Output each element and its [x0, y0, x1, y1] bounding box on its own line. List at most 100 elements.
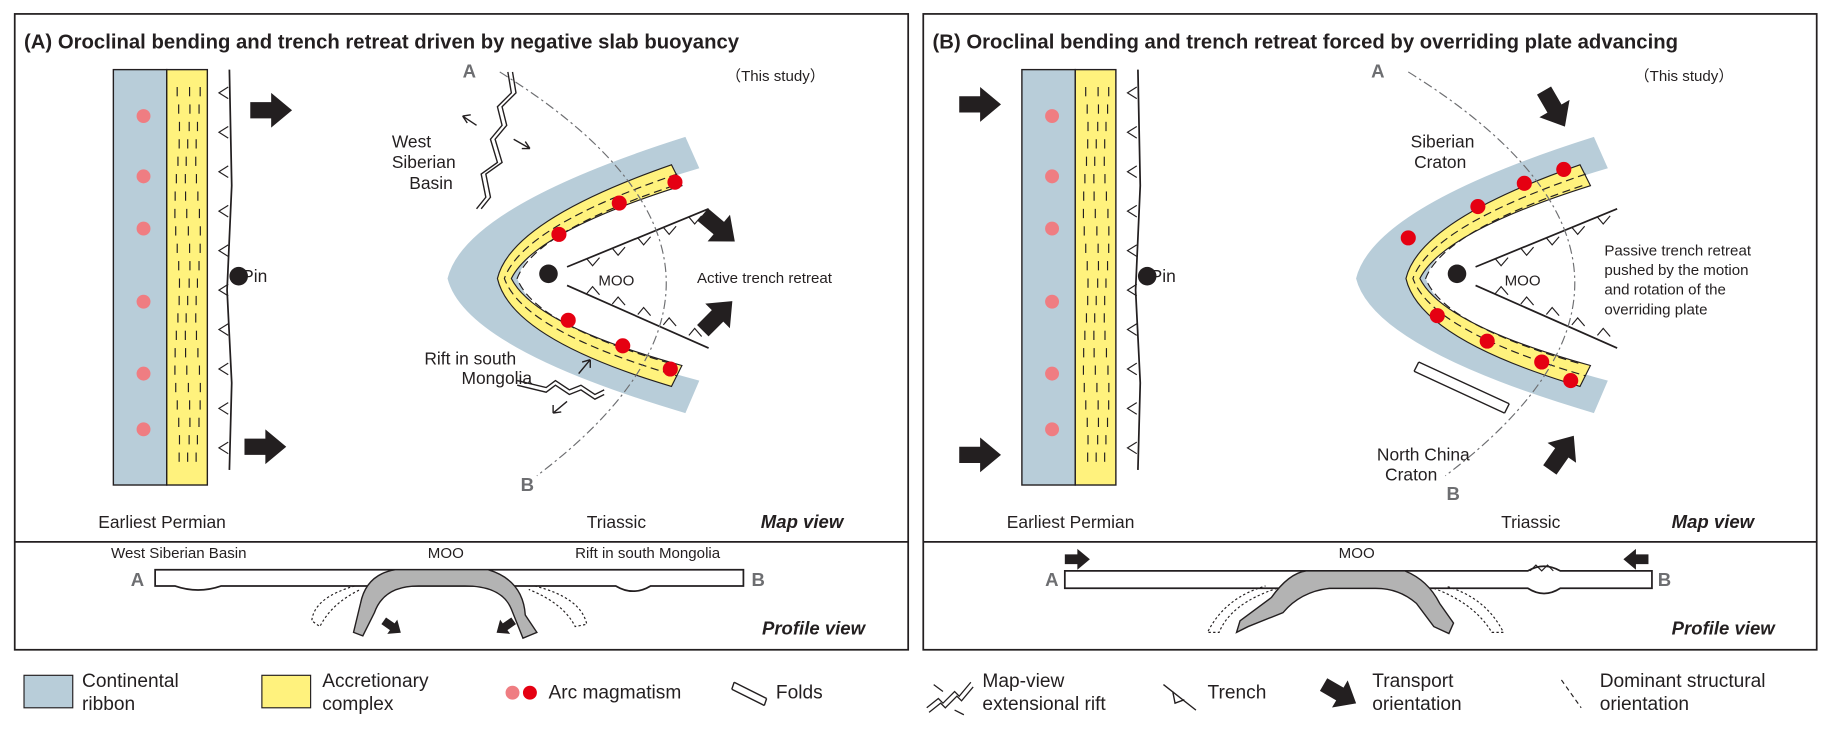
moo-label: MOO	[598, 272, 634, 289]
trench-triangle	[662, 225, 677, 236]
profile-moo-label: MOO	[1339, 545, 1375, 562]
arc-magmatism-dot	[1045, 366, 1060, 381]
arc-magmatism-dot	[136, 169, 151, 184]
profile-point-b: B	[752, 569, 765, 590]
pin-icon	[1447, 264, 1467, 284]
folds-icon	[731, 681, 768, 707]
west-siberian-basin-label-1: West	[392, 131, 431, 151]
profile-rift-label: Rift in south Mongolia	[575, 545, 721, 562]
trench-triangle	[217, 402, 229, 415]
earliest-permian-label: Earliest Permian	[1007, 512, 1135, 532]
section-point-b: B	[1447, 483, 1460, 504]
legend-label: Continental	[82, 671, 179, 692]
legend-label: Trench	[1208, 683, 1267, 704]
trench-triangle	[217, 441, 229, 455]
accretionary-complex-orocline	[496, 164, 683, 388]
trench-triangle	[217, 125, 229, 139]
profile-wsb-label: West Siberian Basin	[111, 545, 247, 562]
arc-magmatism-dot	[560, 312, 576, 328]
section-point-b: B	[521, 474, 534, 495]
pin-label: Pin	[1151, 266, 1176, 286]
pin-icon	[1137, 266, 1157, 286]
trench-triangle	[1545, 236, 1560, 246]
continental-ribbon-swatch	[23, 674, 74, 709]
arc-magmatism-dot	[1045, 294, 1060, 309]
previous-slab-outline	[1206, 585, 1505, 633]
structural-orientation-dashes	[1412, 173, 1586, 377]
map-view-label: Map view	[761, 511, 845, 532]
legend-label: Dominant structural	[1600, 671, 1766, 692]
trench-triangle	[1126, 244, 1138, 257]
trench-line	[1134, 69, 1142, 470]
trench-triangle	[217, 86, 229, 100]
moo-label: MOO	[1505, 272, 1541, 289]
trench-triangle	[1494, 257, 1509, 267]
this-study-label: （This study）	[1635, 68, 1734, 85]
siberian-craton-label-1: Siberian	[1411, 131, 1475, 151]
this-study-label: （This study）	[726, 68, 825, 85]
profile-view-label: Profile view	[762, 618, 867, 639]
triassic-label: Triassic	[587, 512, 647, 532]
accretionary-complex-orocline	[1405, 164, 1592, 388]
transport-arrow-top	[1528, 81, 1580, 136]
passive-retreat-label-4: overriding plate	[1604, 301, 1707, 318]
trench-triangle	[1545, 306, 1560, 316]
legend-label: orientation	[1372, 694, 1461, 715]
legend-label: Arc magmatism	[548, 683, 681, 704]
trench-triangle	[1494, 285, 1509, 296]
trench-triangle	[1520, 296, 1535, 306]
legend-label: Map-view	[982, 671, 1064, 692]
passive-retreat-label-1: Passive trench retreat	[1604, 242, 1751, 259]
transport-arrow-bottom	[1535, 425, 1589, 480]
west-siberian-rift-symbol	[462, 71, 531, 210]
trench-triangle	[1126, 86, 1138, 100]
trench-triangle	[586, 257, 600, 267]
trench-triangle	[688, 327, 703, 337]
arc-magmatism-dot	[667, 174, 683, 190]
plate-push-arrow-left	[1064, 548, 1090, 570]
trench-triangle	[217, 323, 229, 336]
trench-line	[226, 69, 233, 470]
trench-triangle	[611, 246, 626, 257]
pin-label: Pin	[242, 266, 267, 286]
arc-magmatism-dot	[662, 361, 678, 377]
trench-triangle	[637, 306, 652, 316]
arc-magmatism-dot	[1563, 373, 1579, 389]
arc-magmatism-dot-red	[522, 685, 537, 700]
trench-triangle	[1126, 402, 1138, 415]
arc-magmatism-dot	[1479, 333, 1495, 349]
trench-triangle	[1126, 204, 1138, 218]
cross-section-line	[499, 71, 667, 477]
west-siberian-basin-label-3: Basin	[409, 173, 453, 193]
rift-label-2: Mongolia	[461, 368, 532, 388]
trench-triangle	[637, 236, 652, 246]
trench-triangle	[217, 283, 229, 297]
trench-triangle	[217, 204, 229, 218]
orocline-b	[1356, 71, 1618, 477]
arc-magmatism-dot	[1045, 221, 1060, 236]
north-china-craton-label-1: North China	[1377, 445, 1470, 465]
transport-arrow	[244, 429, 287, 465]
arc-magmatism-dot	[1400, 230, 1416, 246]
continental-ribbon	[1021, 68, 1076, 486]
arc-magmatism-dot	[136, 294, 151, 309]
legend-label: orientation	[1600, 694, 1689, 715]
profile-section-b	[1063, 548, 1653, 635]
transport-arrow-icon	[1315, 671, 1364, 717]
trench-triangle	[1126, 125, 1138, 139]
arc-magmatism-dot	[551, 226, 567, 242]
pin-icon	[539, 264, 558, 284]
trench-triangle	[1520, 246, 1535, 257]
section-point-a: A	[463, 61, 476, 82]
profile-moo-label: MOO	[428, 545, 464, 562]
accretionary-complex	[166, 68, 209, 486]
arc-magmatism-dot	[1045, 109, 1060, 123]
arc-magmatism-dot	[1516, 175, 1532, 191]
legend-label: Accretionary	[322, 671, 429, 692]
profile-point-a: A	[1045, 569, 1058, 590]
legend-label: Folds	[776, 683, 823, 704]
arc-magmatism-dot	[1556, 161, 1572, 177]
profile-point-a: A	[131, 569, 144, 590]
map-view-label: Map view	[1672, 511, 1756, 532]
